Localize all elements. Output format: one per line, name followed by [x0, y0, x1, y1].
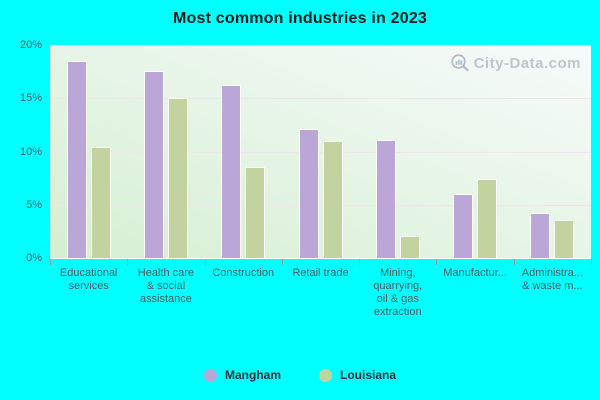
x-axis-tick	[281, 259, 283, 265]
x-axis-label: Construction	[212, 267, 275, 279]
legend-dot-mangham	[203, 368, 217, 382]
legend-label: Mangham	[224, 368, 281, 382]
chart-title: Most common industries in 2023	[172, 10, 428, 27]
y-axis-label: 20%	[19, 39, 42, 51]
bar-louisiana-4	[399, 235, 420, 258]
x-axis-tick	[127, 259, 129, 265]
bar-mangham-3	[298, 129, 319, 258]
bar-mangham-2	[221, 85, 242, 258]
x-axis-tick	[436, 259, 438, 265]
plot-area: City-Data.com	[50, 45, 591, 259]
legend-dot-louisiana	[319, 368, 332, 382]
bar-louisiana-5	[477, 179, 498, 258]
x-axis-tick	[359, 259, 361, 265]
bar-mangham-1	[143, 70, 164, 258]
x-axis-label: Educational services	[59, 267, 118, 292]
x-axis-tick	[513, 259, 515, 265]
x-axis-tick	[50, 259, 51, 265]
bar-louisiana-6	[554, 219, 575, 258]
x-axis-label: Mining, quarrying, oil & gas extraction	[373, 267, 423, 318]
legend-item-louisiana: Louisiana	[319, 368, 396, 382]
watermark: City-Data.com	[450, 53, 581, 73]
y-axis-label: 5%	[26, 198, 42, 211]
x-axis-label: Administra... & waste m...	[521, 267, 583, 292]
gridline-10	[50, 151, 591, 153]
x-axis-label: Health care & social assistance	[137, 267, 195, 305]
bar-louisiana-3	[322, 140, 343, 258]
bar-mangham-5	[453, 194, 474, 258]
y-axis-label: 10%	[19, 145, 42, 158]
legend: Mangham Louisiana	[0, 368, 600, 382]
gridline-5	[50, 204, 591, 206]
x-axis-label: Retail trade	[292, 267, 349, 279]
x-axis-tick	[204, 259, 206, 265]
bar-louisiana-0	[90, 147, 111, 258]
bar-mangham-0	[66, 60, 87, 258]
watermark-text: City-Data.com	[473, 54, 581, 72]
bar-mangham-4	[375, 139, 396, 258]
gridline-15	[50, 98, 591, 100]
legend-label: Louisiana	[340, 368, 397, 382]
y-axis-label: 0%	[26, 252, 42, 264]
x-axis-tick	[591, 259, 592, 265]
city-data-logo-icon	[450, 54, 469, 72]
bar-louisiana-2	[245, 167, 266, 258]
legend-item-mangham: Mangham	[203, 368, 281, 382]
bar-mangham-6	[530, 213, 551, 258]
x-axis-label: Manufactur...	[443, 267, 507, 279]
bar-louisiana-1	[167, 98, 188, 258]
y-axis-label: 15%	[19, 92, 42, 105]
